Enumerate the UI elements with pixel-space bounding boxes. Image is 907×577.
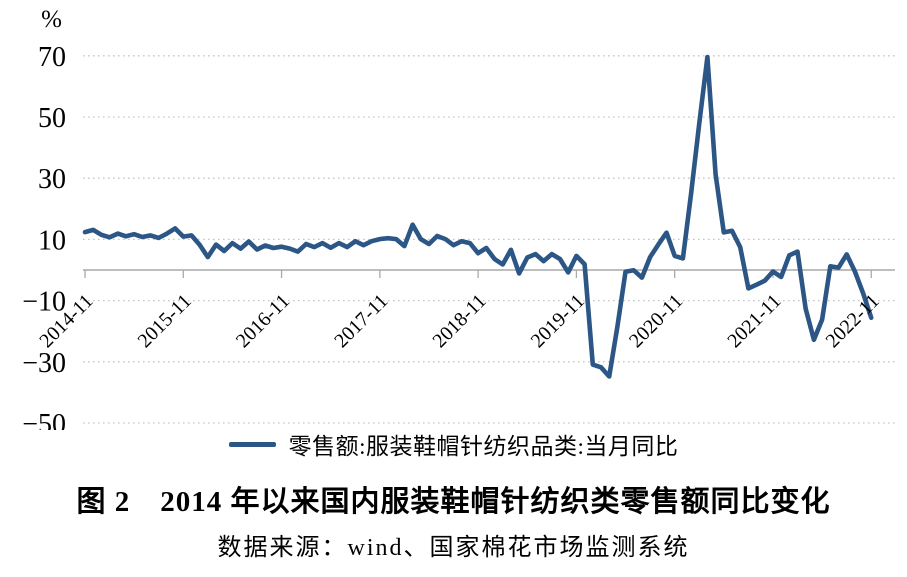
x-tick-label: 2019-11 — [527, 290, 589, 352]
y-tick-label: 70 — [38, 42, 66, 73]
y-tick-label: 50 — [38, 103, 66, 134]
figure-source: 数据来源：wind、国家棉花市场监测系统 — [217, 535, 690, 561]
y-tick-label: 30 — [38, 164, 66, 195]
y-axis-unit-label: % — [41, 6, 62, 33]
figure-title: 图 2 2014 年以来国内服装鞋帽针纺织类零售额同比变化 — [76, 486, 831, 518]
data-line — [82, 54, 874, 379]
y-tick-label: −30 — [22, 348, 66, 379]
legend-label: 零售额:服装鞋帽针纺织品类:当月同比 — [288, 434, 679, 459]
legend: 零售额:服装鞋帽针纺织品类:当月同比 — [0, 430, 907, 459]
x-tick-label: 2017-11 — [330, 290, 392, 352]
x-tick-label: 2018-11 — [428, 290, 490, 352]
y-tick-label: −50 — [22, 409, 66, 430]
y-tick-label: −10 — [22, 287, 66, 318]
y-tick-label: 10 — [38, 225, 66, 256]
x-tick-label: 2021-11 — [723, 290, 785, 352]
x-tick-label: 2022-11 — [822, 290, 884, 352]
x-tick-label: 2016-11 — [232, 290, 294, 352]
x-tick-label: 2015-11 — [134, 290, 196, 352]
x-tick-label: 2020-11 — [625, 290, 687, 352]
legend-line-swatch — [228, 441, 276, 447]
